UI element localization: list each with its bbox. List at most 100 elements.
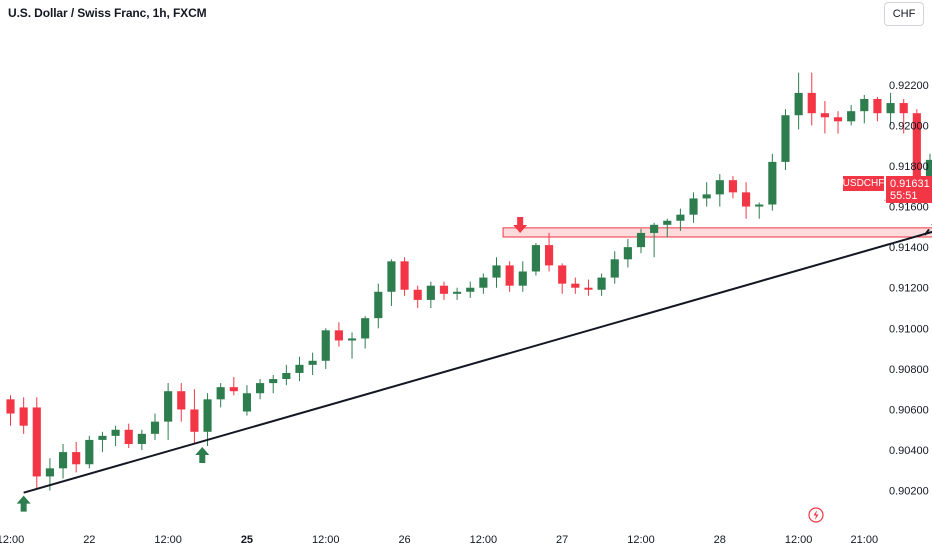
candle-body: [72, 452, 81, 465]
candle: [768, 153, 777, 211]
candles: [6, 72, 932, 491]
candle: [794, 72, 803, 130]
candle-body: [663, 220, 672, 225]
candle-body: [19, 407, 28, 426]
price-tick-label: 0.90400: [889, 445, 929, 457]
candle-body: [531, 245, 540, 272]
last-price-value: 0.91631: [890, 178, 930, 190]
candle-body: [6, 399, 15, 414]
candle-body: [833, 117, 843, 122]
candle: [518, 261, 527, 292]
candle: [728, 176, 738, 199]
candle-body: [137, 433, 146, 444]
price-tick-label: 0.91800: [889, 161, 929, 173]
candle: [308, 352, 317, 375]
candle-body: [728, 180, 738, 193]
candle: [374, 283, 383, 329]
candle: [387, 259, 396, 306]
up-arrow-icon: [16, 495, 31, 512]
candle: [833, 111, 843, 134]
currency-button[interactable]: CHF: [884, 2, 924, 26]
candle-body: [150, 421, 160, 434]
candle: [847, 105, 856, 126]
candle: [531, 243, 540, 276]
candle-body: [426, 285, 435, 300]
candle-body: [794, 92, 803, 116]
annotation-arrows: [16, 216, 528, 512]
time-tick-label: 12:00: [0, 534, 24, 546]
candle: [755, 202, 764, 219]
candle-body: [374, 291, 383, 319]
candle-body: [768, 161, 777, 205]
candle-body: [820, 113, 829, 118]
candle: [347, 332, 357, 359]
candle-body: [256, 383, 265, 394]
candle: [216, 383, 225, 408]
trendlines: [23, 199, 932, 494]
candle-body: [689, 198, 698, 215]
candle: [860, 94, 869, 124]
time-tick-label: 25: [241, 534, 253, 546]
candle-body: [755, 204, 764, 207]
candle: [32, 397, 41, 489]
candle-body: [282, 372, 291, 380]
candle-body: [216, 387, 225, 400]
candle-body: [242, 393, 252, 412]
candle-body: [571, 283, 580, 288]
price-axis[interactable]: 0.92200 0.92000 0.91800 0.91600 0.91400 0.912…: [889, 80, 929, 498]
candle: [584, 279, 593, 296]
candle: [623, 239, 632, 268]
candle: [610, 251, 619, 284]
candle-body: [361, 318, 370, 339]
time-tick-label: 12:00: [627, 534, 655, 546]
last-price-badge: 0.91631 55:51: [886, 176, 932, 203]
candle-body: [597, 277, 606, 290]
candle-body: [899, 103, 908, 114]
candle: [479, 273, 488, 294]
candle: [164, 383, 173, 440]
time-tick-label: 27: [556, 534, 568, 546]
candle-body: [164, 391, 173, 422]
candle-body: [203, 399, 212, 432]
candle: [663, 218, 672, 237]
candle: [6, 395, 15, 426]
candle: [242, 385, 252, 416]
candle: [689, 192, 698, 223]
candle-body: [676, 214, 685, 221]
candle: [781, 109, 790, 171]
candle: [269, 374, 278, 394]
candle-body: [85, 439, 94, 465]
lightning-alert-icon[interactable]: [808, 507, 824, 523]
candle-body: [505, 265, 514, 286]
candle-body: [912, 113, 921, 177]
candle: [505, 261, 514, 292]
candle: [282, 364, 291, 386]
candle-body: [295, 364, 304, 373]
time-axis[interactable]: 12:00 22 12:00 25 12:00 26 12:00 27 12:00 28 12:00…: [0, 534, 878, 546]
candle: [558, 263, 567, 294]
price-tick-label: 0.91200: [889, 283, 929, 295]
bar-countdown: 55:51: [890, 190, 918, 202]
candle-body: [334, 330, 343, 341]
candle: [361, 316, 370, 349]
support-trendline: [23, 230, 932, 494]
candle-body: [742, 192, 751, 207]
candle-body: [479, 277, 488, 288]
time-tick-label: 22: [83, 534, 95, 546]
candle-body: [584, 287, 593, 290]
candle: [229, 377, 238, 396]
candle: [19, 397, 28, 434]
candle: [203, 393, 212, 447]
candle: [439, 281, 449, 300]
candle: [426, 281, 435, 309]
candle: [899, 98, 908, 134]
candle-body: [453, 291, 462, 294]
candle-body: [347, 338, 357, 341]
time-tick-label: 12:00: [470, 534, 498, 546]
candle: [742, 182, 751, 219]
candle: [334, 322, 343, 347]
candle: [190, 389, 199, 444]
resistance-zone: [502, 227, 932, 238]
candle: [111, 425, 120, 447]
